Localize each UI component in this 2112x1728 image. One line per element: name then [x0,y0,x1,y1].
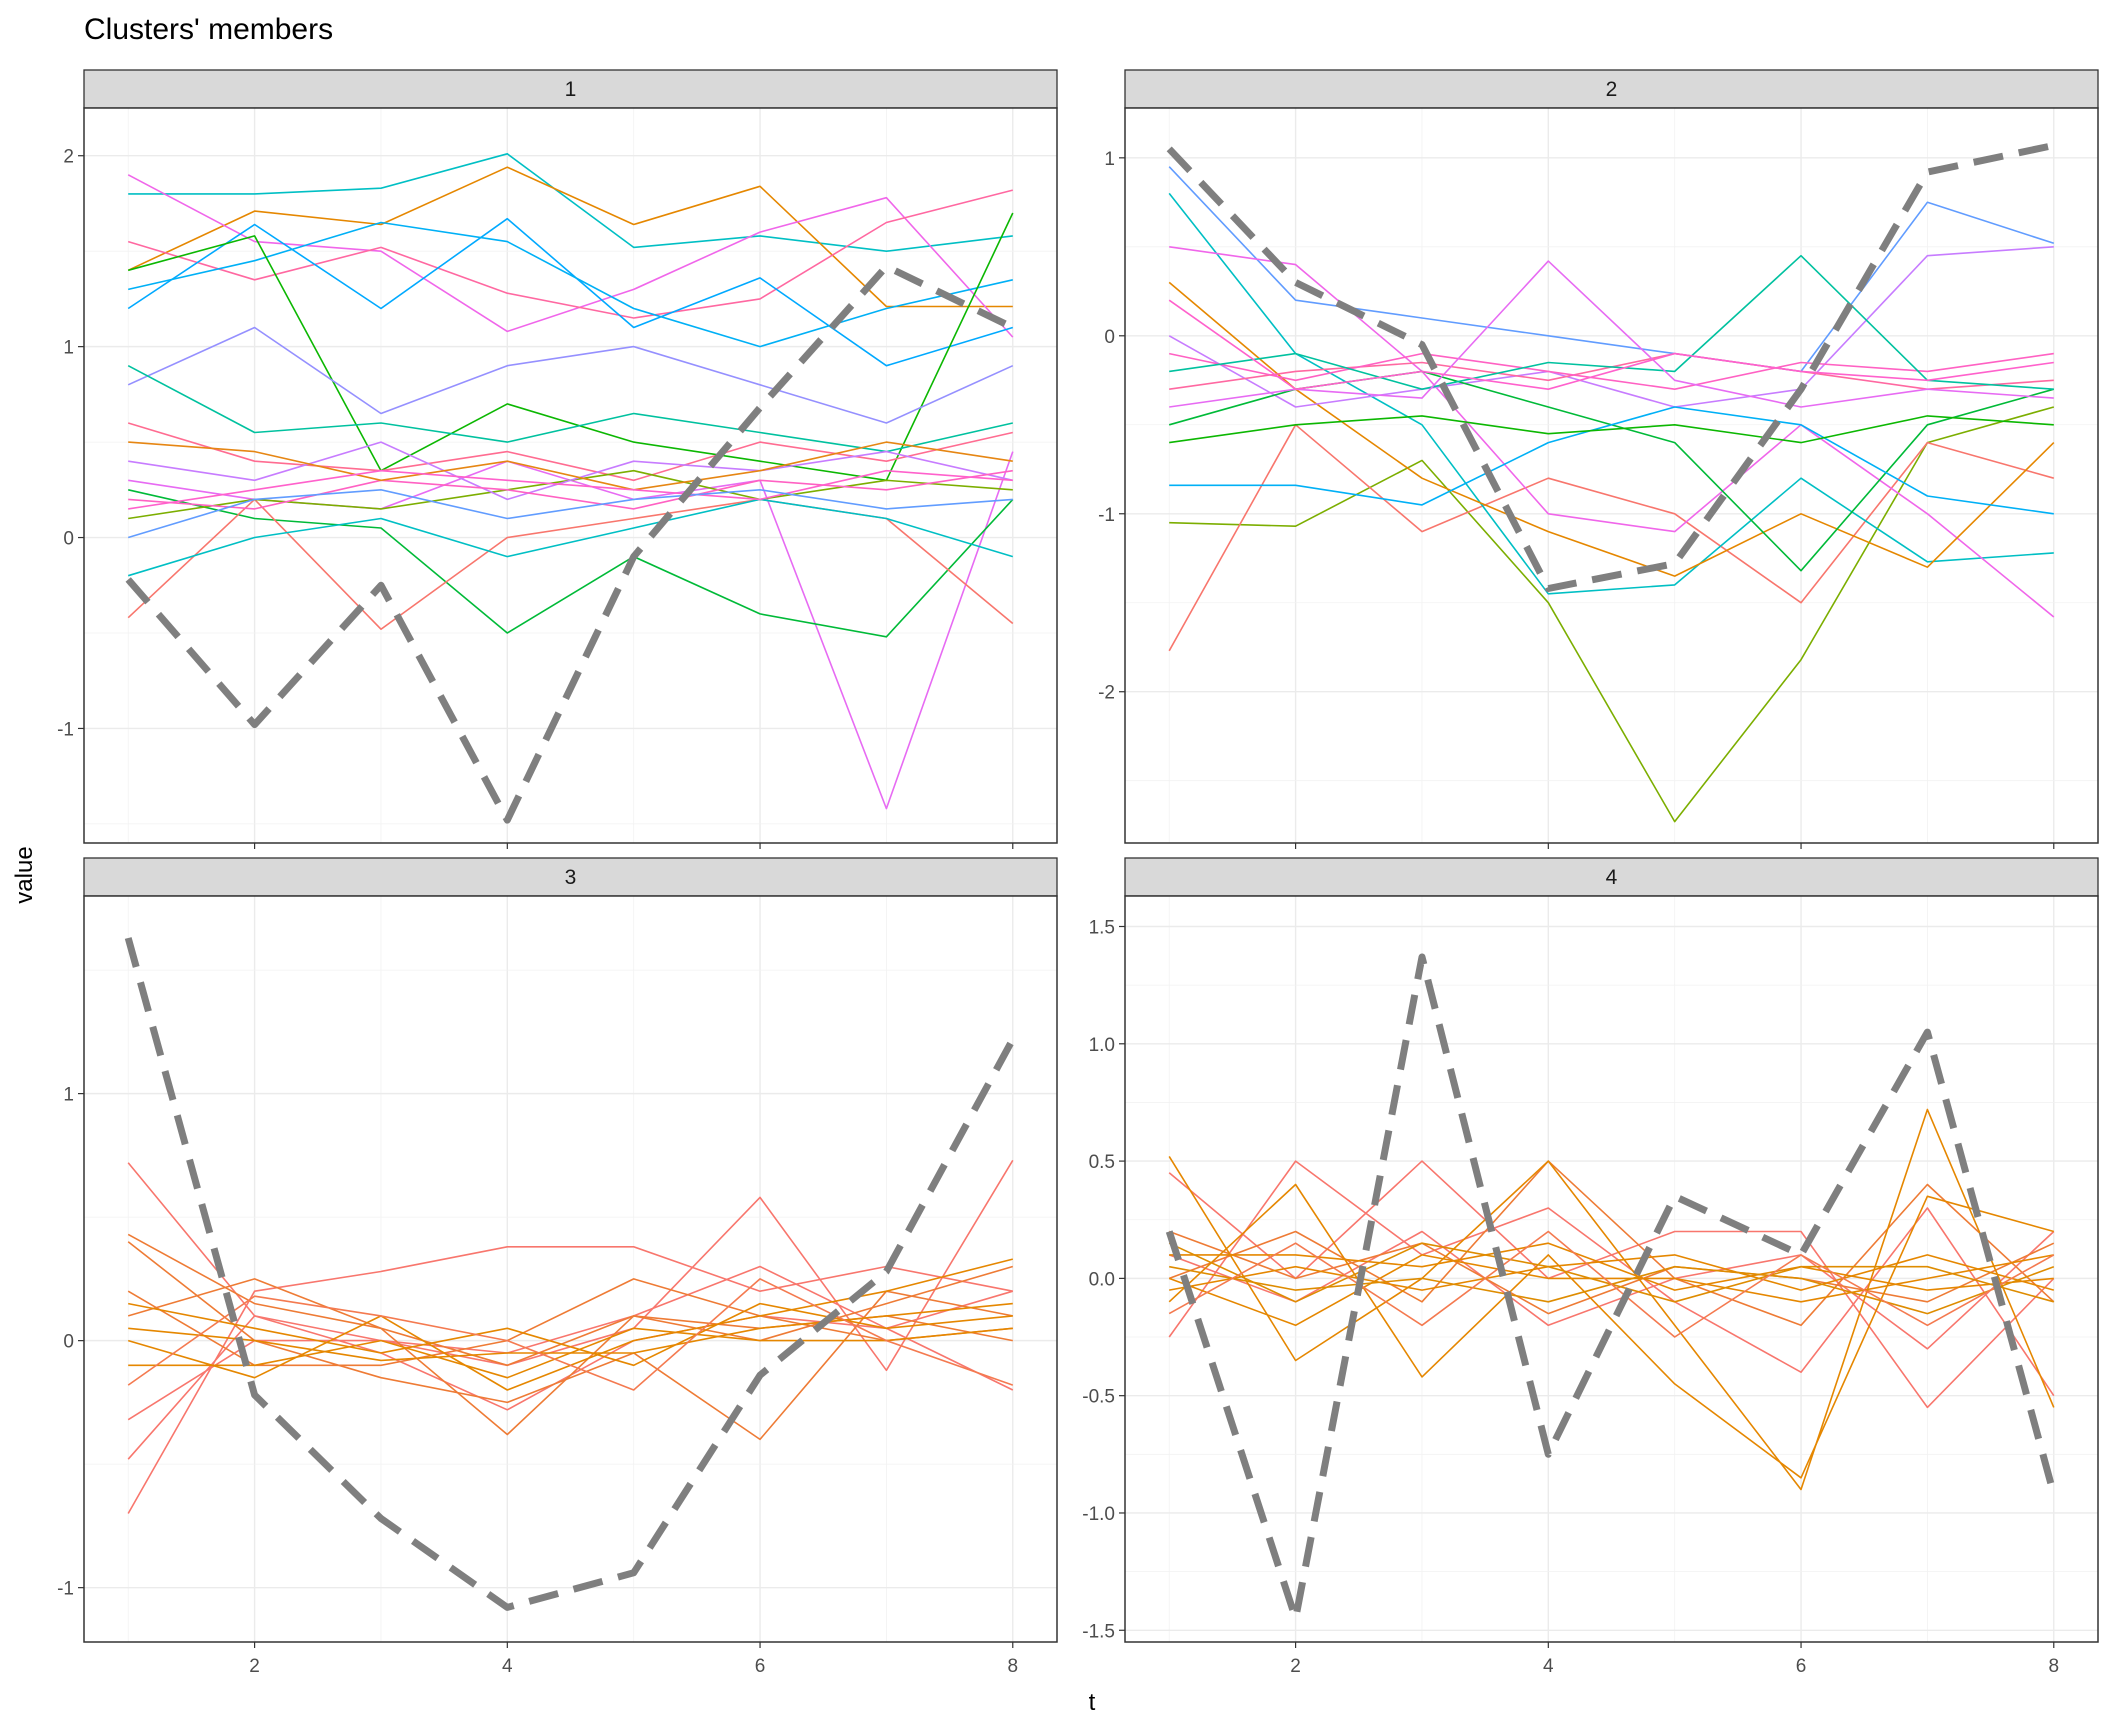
centroid-line-3 [124,937,1016,1611]
y-tick-label-2: 0 [1104,327,1115,348]
series-line-2-12 [1169,254,2054,391]
y-tick-label-1: 2 [63,147,74,168]
series-line-4-2 [1168,1160,2055,1397]
strip-label-1: 1 [565,78,577,101]
panel-1: 1 -1 0 1 2 [57,69,1058,849]
series-line-2-2 [1168,423,2055,652]
strip-label-2: 2 [1606,78,1618,101]
y-axis-title: value [11,846,38,903]
series-line-1-1 [128,153,1013,252]
panel-3: 3 -1 0 1 2 4 6 8 [57,857,1058,1677]
series-line-4-10 [1169,1254,2055,1291]
y-tick-label-4: 1.5 [1089,917,1115,938]
centroid-line-4 [1165,953,2058,1622]
grid-3 [84,896,1057,1642]
y-tick-label-1: 0 [63,529,74,550]
series-line-3-13 [127,1278,1014,1391]
y-tick-label-4: -1.5 [1082,1621,1115,1642]
y-tick-label-4: 0.0 [1089,1269,1115,1290]
panel-border-4 [1124,895,2099,1643]
y-tick-label-2: -2 [1098,683,1115,704]
y-tick-label-4: 1.0 [1089,1035,1115,1056]
strip-label-3: 3 [565,866,577,889]
series-line-2-14 [1168,299,2054,391]
series-line-1-16 [127,498,1014,577]
x-tick-label-4: 4 [1543,1656,1554,1677]
grid-1 [84,108,1057,843]
series-line-1-13 [127,422,1013,482]
y-tick-label-1: -1 [57,719,74,740]
series-line-4-6 [1168,1108,2055,1491]
series-line-3-12 [128,1302,1013,1362]
chart-title: Clusters' members [84,13,333,46]
series-line-1-19 [128,469,1013,510]
y-tick-label-3: 0 [63,1332,74,1353]
series-line-1-18 [128,441,1013,491]
panel-border-2 [1124,107,2099,844]
panel-2: 2 -2 -1 0 1 [1098,69,2099,849]
series-line-4-8 [1168,1254,2054,1327]
series-line-1-3 [127,174,1014,338]
panels: 1 -1 0 1 2 2 -2 -1 0 1 3 -1 0 1 2 4 6 8 4 -1.5 -1.0 -0.5 0.0 0.… [57,69,2099,1677]
y-tick-label-2: 1 [1104,149,1115,170]
series-line-2-15 [1169,415,2054,444]
series-line-2-7 [1168,246,2054,408]
series-line-3-7 [127,1278,1013,1367]
series-line-2-11 [1169,352,2054,391]
strip-4 [1124,857,2099,897]
series-line-1-6 [128,221,1013,348]
series-line-1-15 [128,441,1013,501]
panel-border-3 [83,895,1058,1643]
series-line-1-5 [127,217,1014,367]
strip-1 [83,69,1058,109]
x-tick-label-3: 2 [249,1656,260,1677]
series-group-4 [1168,1108,2055,1491]
series-line-3-6 [127,1241,1013,1441]
series-line-3-10 [128,1302,1013,1367]
strip-2 [1124,69,2099,109]
strip-label-4: 4 [1606,866,1618,889]
series-line-2-1 [1169,406,2055,823]
y-tick-label-3: 1 [63,1085,74,1106]
series-line-1-17 [128,469,1013,510]
series-line-1-12 [127,364,1013,453]
centroid-line-2 [1166,141,2055,592]
y-tick-label-2: -1 [1098,505,1115,526]
panel-background-2 [1125,108,2098,843]
centroid-line-1 [125,263,1015,824]
series-line-4-7 [1168,1183,2055,1479]
series-line-1-7 [127,212,1014,482]
x-tick-label-4: 2 [1290,1656,1301,1677]
series-line-2-9 [1169,406,2054,515]
x-axis-title: t [1089,1689,1096,1716]
x-tick-label-4: 6 [1796,1656,1807,1677]
y-tick-label-3: -1 [57,1579,74,1600]
x-tick-label-3: 6 [755,1656,766,1677]
series-line-2-3 [1168,166,2055,373]
panel-4: 4 -1.5 -1.0 -0.5 0.0 0.5 1.0 1.5 2 4 6 8 [1082,857,2099,1677]
y-tick-label-1: 1 [63,338,74,359]
panel-border-1 [83,107,1058,844]
series-line-4-4 [1168,1160,2055,1327]
y-tick-label-4: 0.5 [1089,1152,1115,1173]
series-line-4-3 [1168,1230,2055,1350]
series-line-2-5 [1169,246,2055,618]
series-line-1-11 [127,326,1014,424]
series-line-4-13 [1168,1230,2055,1338]
series-line-2-4 [1168,192,2054,595]
x-tick-label-3: 4 [502,1656,513,1677]
series-group-3 [127,1159,1014,1514]
y-tick-label-4: -1.0 [1082,1504,1115,1525]
x-tick-label-3: 8 [1007,1656,1018,1677]
y-tick-label-4: -0.5 [1082,1387,1115,1408]
series-group-2 [1168,166,2055,823]
series-line-2-13 [1169,260,2054,408]
panel-background-3 [84,896,1057,1642]
x-tick-label-4: 8 [2048,1656,2059,1677]
series-line-3-5 [127,1233,1014,1436]
series-group-1 [127,153,1014,810]
series-line-4-5 [1168,1230,2055,1315]
series-line-1-20 [127,488,1013,539]
